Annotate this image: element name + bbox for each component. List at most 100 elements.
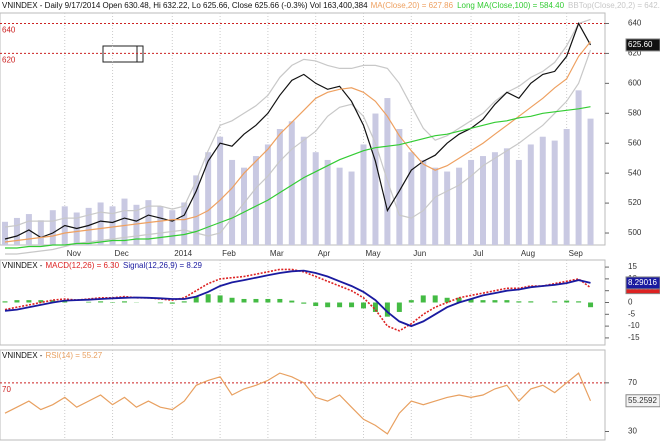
histogram-bar <box>492 300 498 303</box>
volume-bar <box>312 152 319 245</box>
histogram-bar <box>349 302 355 308</box>
histogram-bar <box>396 302 402 312</box>
volume-bar <box>252 156 259 245</box>
x-tick-label: 2014 <box>174 249 192 258</box>
histogram-bar <box>241 298 247 303</box>
histogram-bar <box>253 298 259 303</box>
y-tick-label: 70 <box>628 378 637 387</box>
histogram-bar <box>456 297 462 303</box>
volume-bar <box>37 220 44 245</box>
value-tag <box>625 276 660 290</box>
y-tick-label: 560 <box>628 138 642 147</box>
histogram-bar <box>384 302 390 317</box>
histogram-bar <box>193 296 199 303</box>
series-line <box>4 372 592 435</box>
histogram-bar <box>504 300 510 303</box>
volume-bar <box>587 118 594 245</box>
volume-bar <box>229 159 236 245</box>
x-tick-label: Aug <box>521 249 535 258</box>
y-tick-label: -10 <box>628 321 640 330</box>
histogram-bar <box>337 302 343 308</box>
volume-bar <box>563 129 570 245</box>
y-tick-label: 520 <box>628 198 642 207</box>
histogram-bar <box>552 301 558 303</box>
volume-bar <box>13 217 20 245</box>
histogram-bar <box>564 300 570 303</box>
volume-bar <box>336 167 343 245</box>
histogram-bar <box>50 300 56 303</box>
x-tick-label: Jun <box>413 249 426 258</box>
histogram-bar <box>157 302 163 304</box>
volume-bar <box>85 207 92 245</box>
value-tag-label: 55.2592 <box>628 396 657 405</box>
panel-title: VNINDEX - <box>2 351 43 360</box>
legend-entry: MA(Close,20) = 627.86 <box>371 1 454 10</box>
volume-bar <box>2 221 8 245</box>
histogram-bar <box>2 301 8 303</box>
histogram-bar <box>229 297 235 303</box>
legend-entry: MACD(12,26) = 6.30 <box>45 261 119 270</box>
value-tag <box>625 394 660 408</box>
series-line <box>5 106 591 249</box>
x-tick-label: Jul <box>473 249 483 258</box>
volume-bar <box>527 144 534 245</box>
series-line <box>5 49 592 255</box>
volume-bar <box>348 171 355 245</box>
volume-bar <box>157 206 164 245</box>
panel-frame <box>0 349 606 441</box>
histogram-bar <box>528 301 534 303</box>
histogram-bar <box>408 300 414 303</box>
y-tick-label: -15 <box>628 333 640 342</box>
value-tag <box>625 38 660 52</box>
x-tick-label: May <box>366 249 381 258</box>
histogram-bar <box>516 301 522 303</box>
volume-bar <box>432 167 439 245</box>
volume-bar <box>109 206 116 245</box>
histogram-bar <box>169 302 175 304</box>
volume-bar <box>288 121 295 245</box>
series-line <box>4 18 591 228</box>
volume-bar <box>169 210 176 245</box>
histogram-bar <box>588 302 594 308</box>
volume-bar <box>181 202 188 245</box>
histogram-bar <box>432 295 438 303</box>
series-line <box>4 269 591 328</box>
x-tick-label: Nov <box>67 249 81 258</box>
histogram-bar <box>181 301 187 303</box>
histogram-bar <box>277 298 283 303</box>
x-tick-label: Dec <box>115 249 129 258</box>
histogram-bar <box>265 298 271 303</box>
legend-entry: Signal(12,26,9) = 8.29 <box>123 261 202 270</box>
volume-bar <box>444 171 451 245</box>
volume-bar <box>456 167 463 245</box>
volume-bar <box>324 159 331 245</box>
legend-entry: RSI(14) = 55.27 <box>45 351 102 360</box>
histogram-bar <box>361 302 366 309</box>
y-tick-label: -5 <box>628 309 636 318</box>
volume-bar <box>264 144 271 245</box>
panel-title: VNINDEX - Daily 9/17/2014 Open 630.48, H… <box>2 1 368 10</box>
level-label: 620 <box>2 56 16 65</box>
histogram-bar <box>289 300 295 303</box>
volume-bar <box>241 167 247 245</box>
volume-bar <box>217 136 224 245</box>
histogram-bar <box>26 300 32 303</box>
legend-entry: BBTop(Close,20,2) = 642.72 <box>568 1 660 10</box>
y-tick-label: 600 <box>628 78 642 87</box>
histogram-bar <box>38 300 44 303</box>
volume-bar <box>551 140 558 245</box>
histogram-bar <box>301 302 307 304</box>
y-tick-label: 540 <box>628 168 642 177</box>
histogram-bar <box>325 302 331 308</box>
histogram-bar <box>372 302 378 312</box>
volume-bar <box>49 210 56 245</box>
volume-bar <box>515 159 522 245</box>
volume-bar <box>276 129 283 245</box>
histogram-bar <box>14 300 20 303</box>
y-tick-label: 0 <box>628 298 633 307</box>
volume-bar <box>372 113 379 246</box>
volume-bar <box>300 136 307 245</box>
histogram-bar <box>420 295 426 303</box>
volume-bar <box>420 159 427 245</box>
